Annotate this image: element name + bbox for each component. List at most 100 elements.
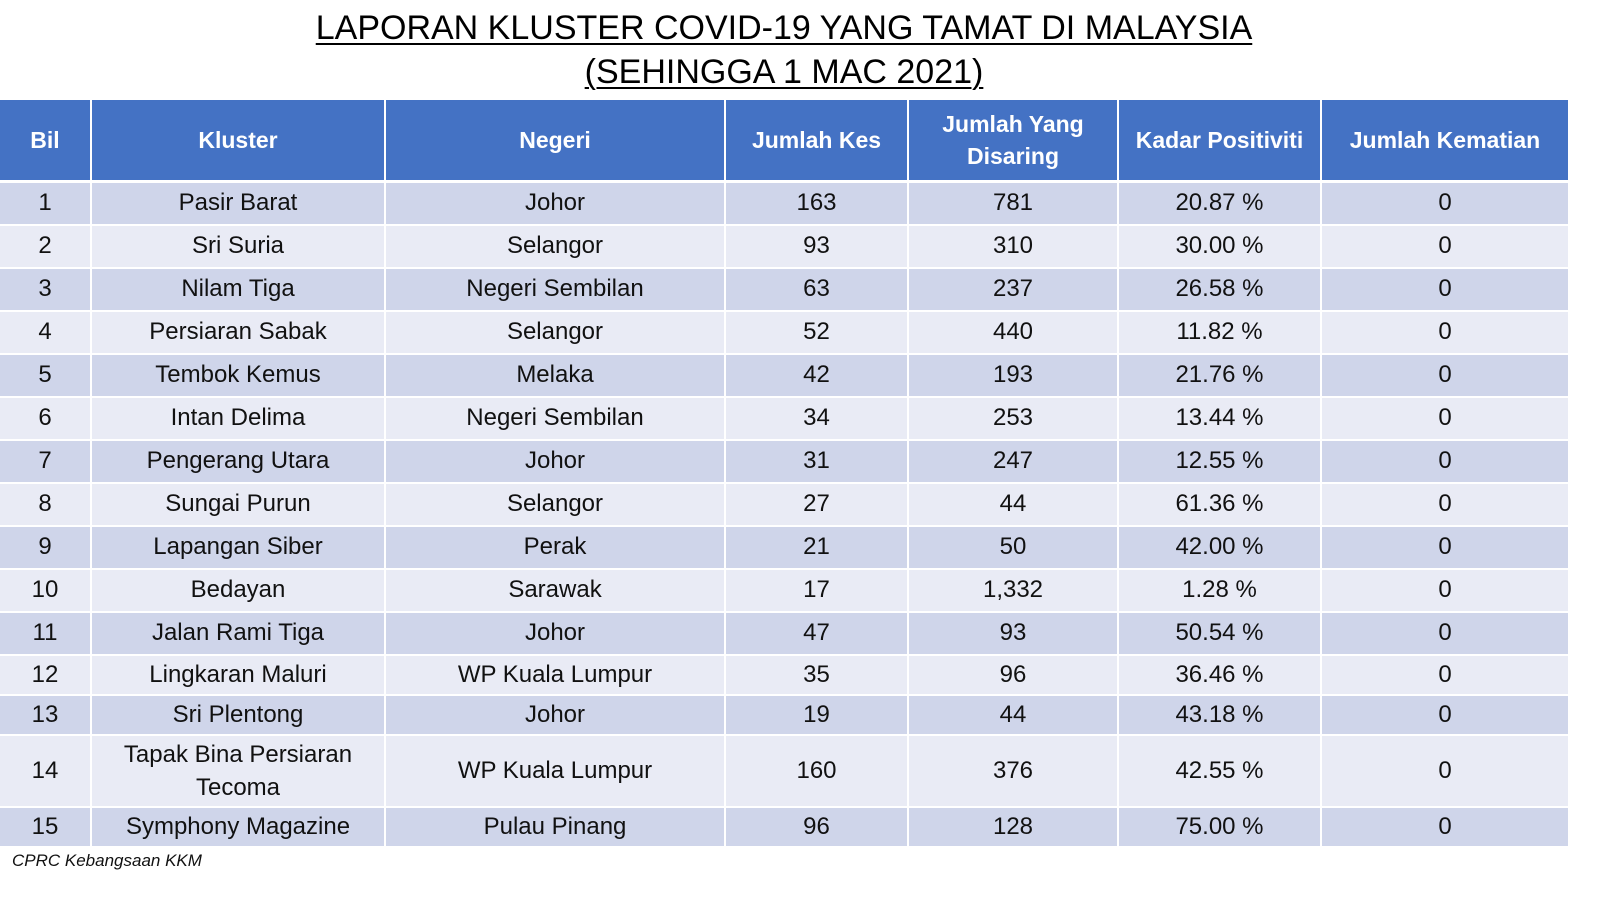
cell-kadar-positiviti: 50.54 % bbox=[1118, 611, 1322, 656]
cell-negeri: Johor bbox=[385, 181, 726, 226]
cell-jumlah-kes: 63 bbox=[725, 267, 909, 312]
cell-jumlah-kes: 34 bbox=[725, 396, 909, 441]
table-row: 5 Tembok Kemus Melaka 42 193 21.76 % 0 bbox=[0, 353, 1568, 398]
cell-jumlah-kematian: 0 bbox=[1321, 694, 1568, 736]
cell-jumlah-kes: 96 bbox=[725, 806, 909, 848]
cell-jumlah-disaring: 781 bbox=[908, 181, 1119, 226]
cell-kluster: Pasir Barat bbox=[91, 181, 386, 226]
cell-jumlah-disaring: 44 bbox=[908, 694, 1119, 736]
cell-kadar-positiviti: 26.58 % bbox=[1118, 267, 1322, 312]
cell-negeri: Negeri Sembilan bbox=[385, 267, 726, 312]
table-row: 3 Nilam Tiga Negeri Sembilan 63 237 26.58 % 0 bbox=[0, 267, 1568, 312]
cell-negeri: Johor bbox=[385, 611, 726, 656]
cell-negeri: Melaka bbox=[385, 353, 726, 398]
cell-jumlah-kes: 42 bbox=[725, 353, 909, 398]
cell-kadar-positiviti: 30.00 % bbox=[1118, 224, 1322, 269]
cell-jumlah-disaring: 376 bbox=[908, 734, 1119, 808]
header-jumlah-kematian: Jumlah Kematian bbox=[1321, 100, 1568, 183]
cell-kluster: Persiaran Sabak bbox=[91, 310, 386, 355]
cell-kadar-positiviti: 42.55 % bbox=[1118, 734, 1322, 808]
cell-jumlah-kematian: 0 bbox=[1321, 525, 1568, 570]
table-row: 1 Pasir Barat Johor 163 781 20.87 % 0 bbox=[0, 181, 1568, 226]
cell-kadar-positiviti: 75.00 % bbox=[1118, 806, 1322, 848]
header-jumlah-disaring: Jumlah Yang Disaring bbox=[908, 100, 1119, 183]
cell-bil: 5 bbox=[0, 353, 92, 398]
cell-kluster: Sri Plentong bbox=[91, 694, 386, 736]
cell-jumlah-kematian: 0 bbox=[1321, 611, 1568, 656]
cell-kluster: Sri Suria bbox=[91, 224, 386, 269]
cell-kluster: Jalan Rami Tiga bbox=[91, 611, 386, 656]
cell-kluster: Lapangan Siber bbox=[91, 525, 386, 570]
cluster-table: Bil Kluster Negeri Jumlah Kes Jumlah Yan… bbox=[0, 100, 1568, 848]
cell-negeri: Perak bbox=[385, 525, 726, 570]
cell-bil: 9 bbox=[0, 525, 92, 570]
cell-bil: 3 bbox=[0, 267, 92, 312]
cell-negeri: Pulau Pinang bbox=[385, 806, 726, 848]
cell-jumlah-kematian: 0 bbox=[1321, 734, 1568, 808]
cell-kadar-positiviti: 11.82 % bbox=[1118, 310, 1322, 355]
cell-negeri: Selangor bbox=[385, 310, 726, 355]
cell-jumlah-disaring: 247 bbox=[908, 439, 1119, 484]
cell-jumlah-kematian: 0 bbox=[1321, 224, 1568, 269]
cell-negeri: Negeri Sembilan bbox=[385, 396, 726, 441]
cell-kadar-positiviti: 12.55 % bbox=[1118, 439, 1322, 484]
cell-jumlah-disaring: 440 bbox=[908, 310, 1119, 355]
cell-kadar-positiviti: 13.44 % bbox=[1118, 396, 1322, 441]
cell-kadar-positiviti: 1.28 % bbox=[1118, 568, 1322, 613]
cell-jumlah-kes: 17 bbox=[725, 568, 909, 613]
report-title: LAPORAN KLUSTER COVID-19 YANG TAMAT DI M… bbox=[0, 6, 1568, 94]
cell-kluster: Symphony Magazine bbox=[91, 806, 386, 848]
header-jumlah-kes: Jumlah Kes bbox=[725, 100, 909, 183]
cell-kluster: Lingkaran Maluri bbox=[91, 654, 386, 696]
cell-negeri: WP Kuala Lumpur bbox=[385, 734, 726, 808]
header-kadar-positiviti: Kadar Positiviti bbox=[1118, 100, 1322, 183]
header-kluster: Kluster bbox=[91, 100, 386, 183]
table-row: 7 Pengerang Utara Johor 31 247 12.55 % 0 bbox=[0, 439, 1568, 484]
cell-kluster: Nilam Tiga bbox=[91, 267, 386, 312]
cell-jumlah-disaring: 310 bbox=[908, 224, 1119, 269]
source-footer: CPRC Kebangsaan KKM bbox=[12, 851, 202, 870]
cell-bil: 13 bbox=[0, 694, 92, 736]
table-row: 13 Sri Plentong Johor 19 44 43.18 % 0 bbox=[0, 694, 1568, 736]
table-body: 1 Pasir Barat Johor 163 781 20.87 % 0 2 Sri Suri… bbox=[0, 181, 1568, 848]
cell-kadar-positiviti: 20.87 % bbox=[1118, 181, 1322, 226]
cell-jumlah-kes: 160 bbox=[725, 734, 909, 808]
cell-kadar-positiviti: 42.00 % bbox=[1118, 525, 1322, 570]
cell-bil: 7 bbox=[0, 439, 92, 484]
cell-jumlah-disaring: 96 bbox=[908, 654, 1119, 696]
header-bil: Bil bbox=[0, 100, 92, 183]
cell-jumlah-kematian: 0 bbox=[1321, 267, 1568, 312]
table-header: Bil Kluster Negeri Jumlah Kes Jumlah Yan… bbox=[0, 100, 1568, 183]
cell-kluster: Tembok Kemus bbox=[91, 353, 386, 398]
title-text-1: LAPORAN KLUSTER COVID-19 YANG TAMAT DI M… bbox=[315, 9, 1253, 47]
cell-kadar-positiviti: 21.76 % bbox=[1118, 353, 1322, 398]
cell-kadar-positiviti: 43.18 % bbox=[1118, 694, 1322, 736]
table-row: 15 Symphony Magazine Pulau Pinang 96 128 75.0… bbox=[0, 806, 1568, 848]
cell-bil: 12 bbox=[0, 654, 92, 696]
title-line-2: (SEHINGGA 1 MAC 2021) bbox=[0, 50, 1568, 94]
cell-negeri: Johor bbox=[385, 694, 726, 736]
cell-kluster: Intan Delima bbox=[91, 396, 386, 441]
cell-jumlah-kematian: 0 bbox=[1321, 396, 1568, 441]
cell-jumlah-kematian: 0 bbox=[1321, 482, 1568, 527]
cell-jumlah-kematian: 0 bbox=[1321, 310, 1568, 355]
cell-bil: 8 bbox=[0, 482, 92, 527]
table-row: 2 Sri Suria Selangor 93 310 30.00 % 0 bbox=[0, 224, 1568, 269]
cell-jumlah-kes: 163 bbox=[725, 181, 909, 226]
title-line-1: LAPORAN KLUSTER COVID-19 YANG TAMAT DI M… bbox=[0, 6, 1568, 50]
cell-bil: 4 bbox=[0, 310, 92, 355]
header-negeri: Negeri bbox=[385, 100, 726, 183]
cell-bil: 6 bbox=[0, 396, 92, 441]
header-row: Bil Kluster Negeri Jumlah Kes Jumlah Yan… bbox=[0, 100, 1568, 183]
cell-negeri: Sarawak bbox=[385, 568, 726, 613]
cell-bil: 2 bbox=[0, 224, 92, 269]
cell-jumlah-kes: 35 bbox=[725, 654, 909, 696]
cell-kluster: Tapak Bina Persiaran Tecoma bbox=[91, 734, 386, 808]
cell-negeri: Johor bbox=[385, 439, 726, 484]
cell-jumlah-disaring: 253 bbox=[908, 396, 1119, 441]
table-row: 6 Intan Delima Negeri Sembilan 34 253 13.44 %… bbox=[0, 396, 1568, 441]
cell-jumlah-kematian: 0 bbox=[1321, 654, 1568, 696]
table-row: 10 Bedayan Sarawak 17 1,332 1.28 % 0 bbox=[0, 568, 1568, 613]
cell-kluster: Pengerang Utara bbox=[91, 439, 386, 484]
cell-jumlah-kes: 31 bbox=[725, 439, 909, 484]
